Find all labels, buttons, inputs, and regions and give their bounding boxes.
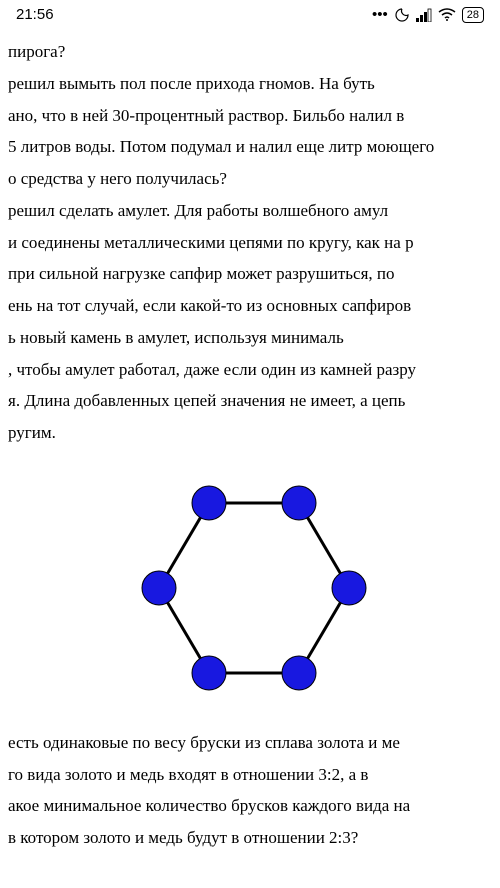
more-icon: •••	[372, 6, 388, 23]
text-line: решил сделать амулет. Для работы волшебн…	[8, 196, 500, 226]
text-line: ь новый камень в амулет, используя миним…	[8, 323, 500, 353]
moon-icon	[394, 7, 410, 23]
text-line: в котором золото и медь будут в отношени…	[8, 823, 500, 853]
text-line: о средства у него получилась?	[8, 164, 500, 194]
text-line: го вида золото и медь входят в отношении…	[8, 760, 500, 790]
text-line: я. Длина добавленных цепей значения не и…	[8, 386, 500, 416]
status-bar: 21:56 ••• 28	[0, 0, 500, 29]
text-line: , чтобы амулет работал, даже если один и…	[8, 355, 500, 385]
document-content: пирога? решил вымыть пол после прихода г…	[0, 29, 500, 863]
status-icons: ••• 28	[372, 6, 484, 23]
text-line: ругим.	[8, 418, 500, 448]
text-line: ано, что в ней 30-процентный раствор. Би…	[8, 101, 500, 131]
text-line: есть одинаковые по весу бруски из сплава…	[8, 728, 500, 758]
status-time: 21:56	[16, 6, 54, 23]
wifi-icon	[438, 8, 456, 22]
text-line: ень на тот случай, если какой-то из осно…	[8, 291, 500, 321]
hexagon-diagram	[8, 473, 500, 703]
text-line: пирога?	[8, 37, 500, 67]
text-line: при сильной нагрузке сапфир может разруш…	[8, 259, 500, 289]
signal-icon	[416, 8, 432, 22]
hexagon-svg	[124, 473, 384, 703]
text-line: акое минимальное количество брусков кажд…	[8, 791, 500, 821]
text-line: решил вымыть пол после прихода гномов. Н…	[8, 69, 500, 99]
text-line: 5 литров воды. Потом подумал и налил еще…	[8, 132, 500, 162]
battery-indicator: 28	[462, 7, 484, 23]
text-line: и соединены металлическими цепями по кру…	[8, 228, 500, 258]
